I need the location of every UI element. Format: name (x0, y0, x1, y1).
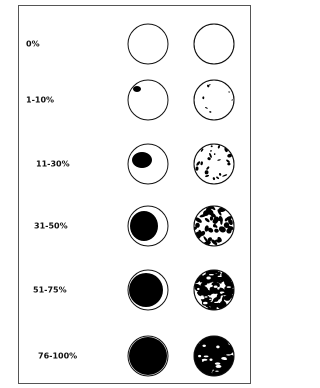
severity-label: 11-30% (36, 160, 70, 169)
healthy-spot (217, 287, 219, 290)
lesion (129, 273, 163, 307)
healthy-spot (209, 274, 214, 275)
healthy-spot (198, 355, 201, 357)
severity-label: 31-50% (34, 222, 68, 231)
lesion (129, 337, 167, 375)
healthy-spot (215, 362, 220, 364)
lesion (132, 152, 152, 168)
severity-label: 76-100% (38, 352, 77, 361)
scattered-leaf (194, 266, 237, 313)
scattered-leaf (189, 333, 237, 381)
lesion (133, 86, 141, 92)
healthy-spot (220, 292, 223, 294)
severity-label: 0% (26, 40, 40, 49)
severity-scale: 0% 1-10% 11-30% 31-50% 51-75% 76-100% (0, 0, 264, 388)
healthy-spot (210, 359, 213, 361)
healthy-spot (218, 276, 222, 277)
healthy-spot (227, 286, 231, 288)
healthy-spot (204, 356, 209, 358)
scattered-leaf (194, 80, 234, 120)
leaf-outline (128, 80, 168, 120)
healthy-spot (210, 296, 212, 298)
healthy-spot (207, 285, 213, 288)
healthy-spot (216, 346, 219, 349)
healthy-spot (203, 302, 208, 305)
healthy-spot (206, 277, 210, 280)
severity-label: 1-10% (26, 96, 54, 105)
healthy-spot (209, 299, 212, 300)
severity-label: 51-75% (33, 286, 67, 295)
healthy-spot (226, 354, 231, 355)
healthy-spot (197, 288, 200, 290)
scattered-leaf (194, 24, 234, 64)
scattered-leaf (194, 144, 234, 184)
healthy-spot (214, 286, 218, 288)
leaf-outline (128, 24, 168, 64)
scattered-leaf (193, 204, 234, 247)
lesion (130, 211, 158, 241)
healthy-spot (215, 371, 218, 372)
healthy-spot (204, 296, 207, 297)
healthy-spot (214, 302, 219, 303)
lesions (194, 266, 237, 313)
healthy-spot (203, 345, 206, 347)
healthy-spot (200, 297, 205, 300)
lesions (189, 333, 237, 381)
healthy-spot (221, 357, 226, 360)
healthy-spot (202, 359, 208, 361)
healthy-spot (216, 365, 222, 368)
